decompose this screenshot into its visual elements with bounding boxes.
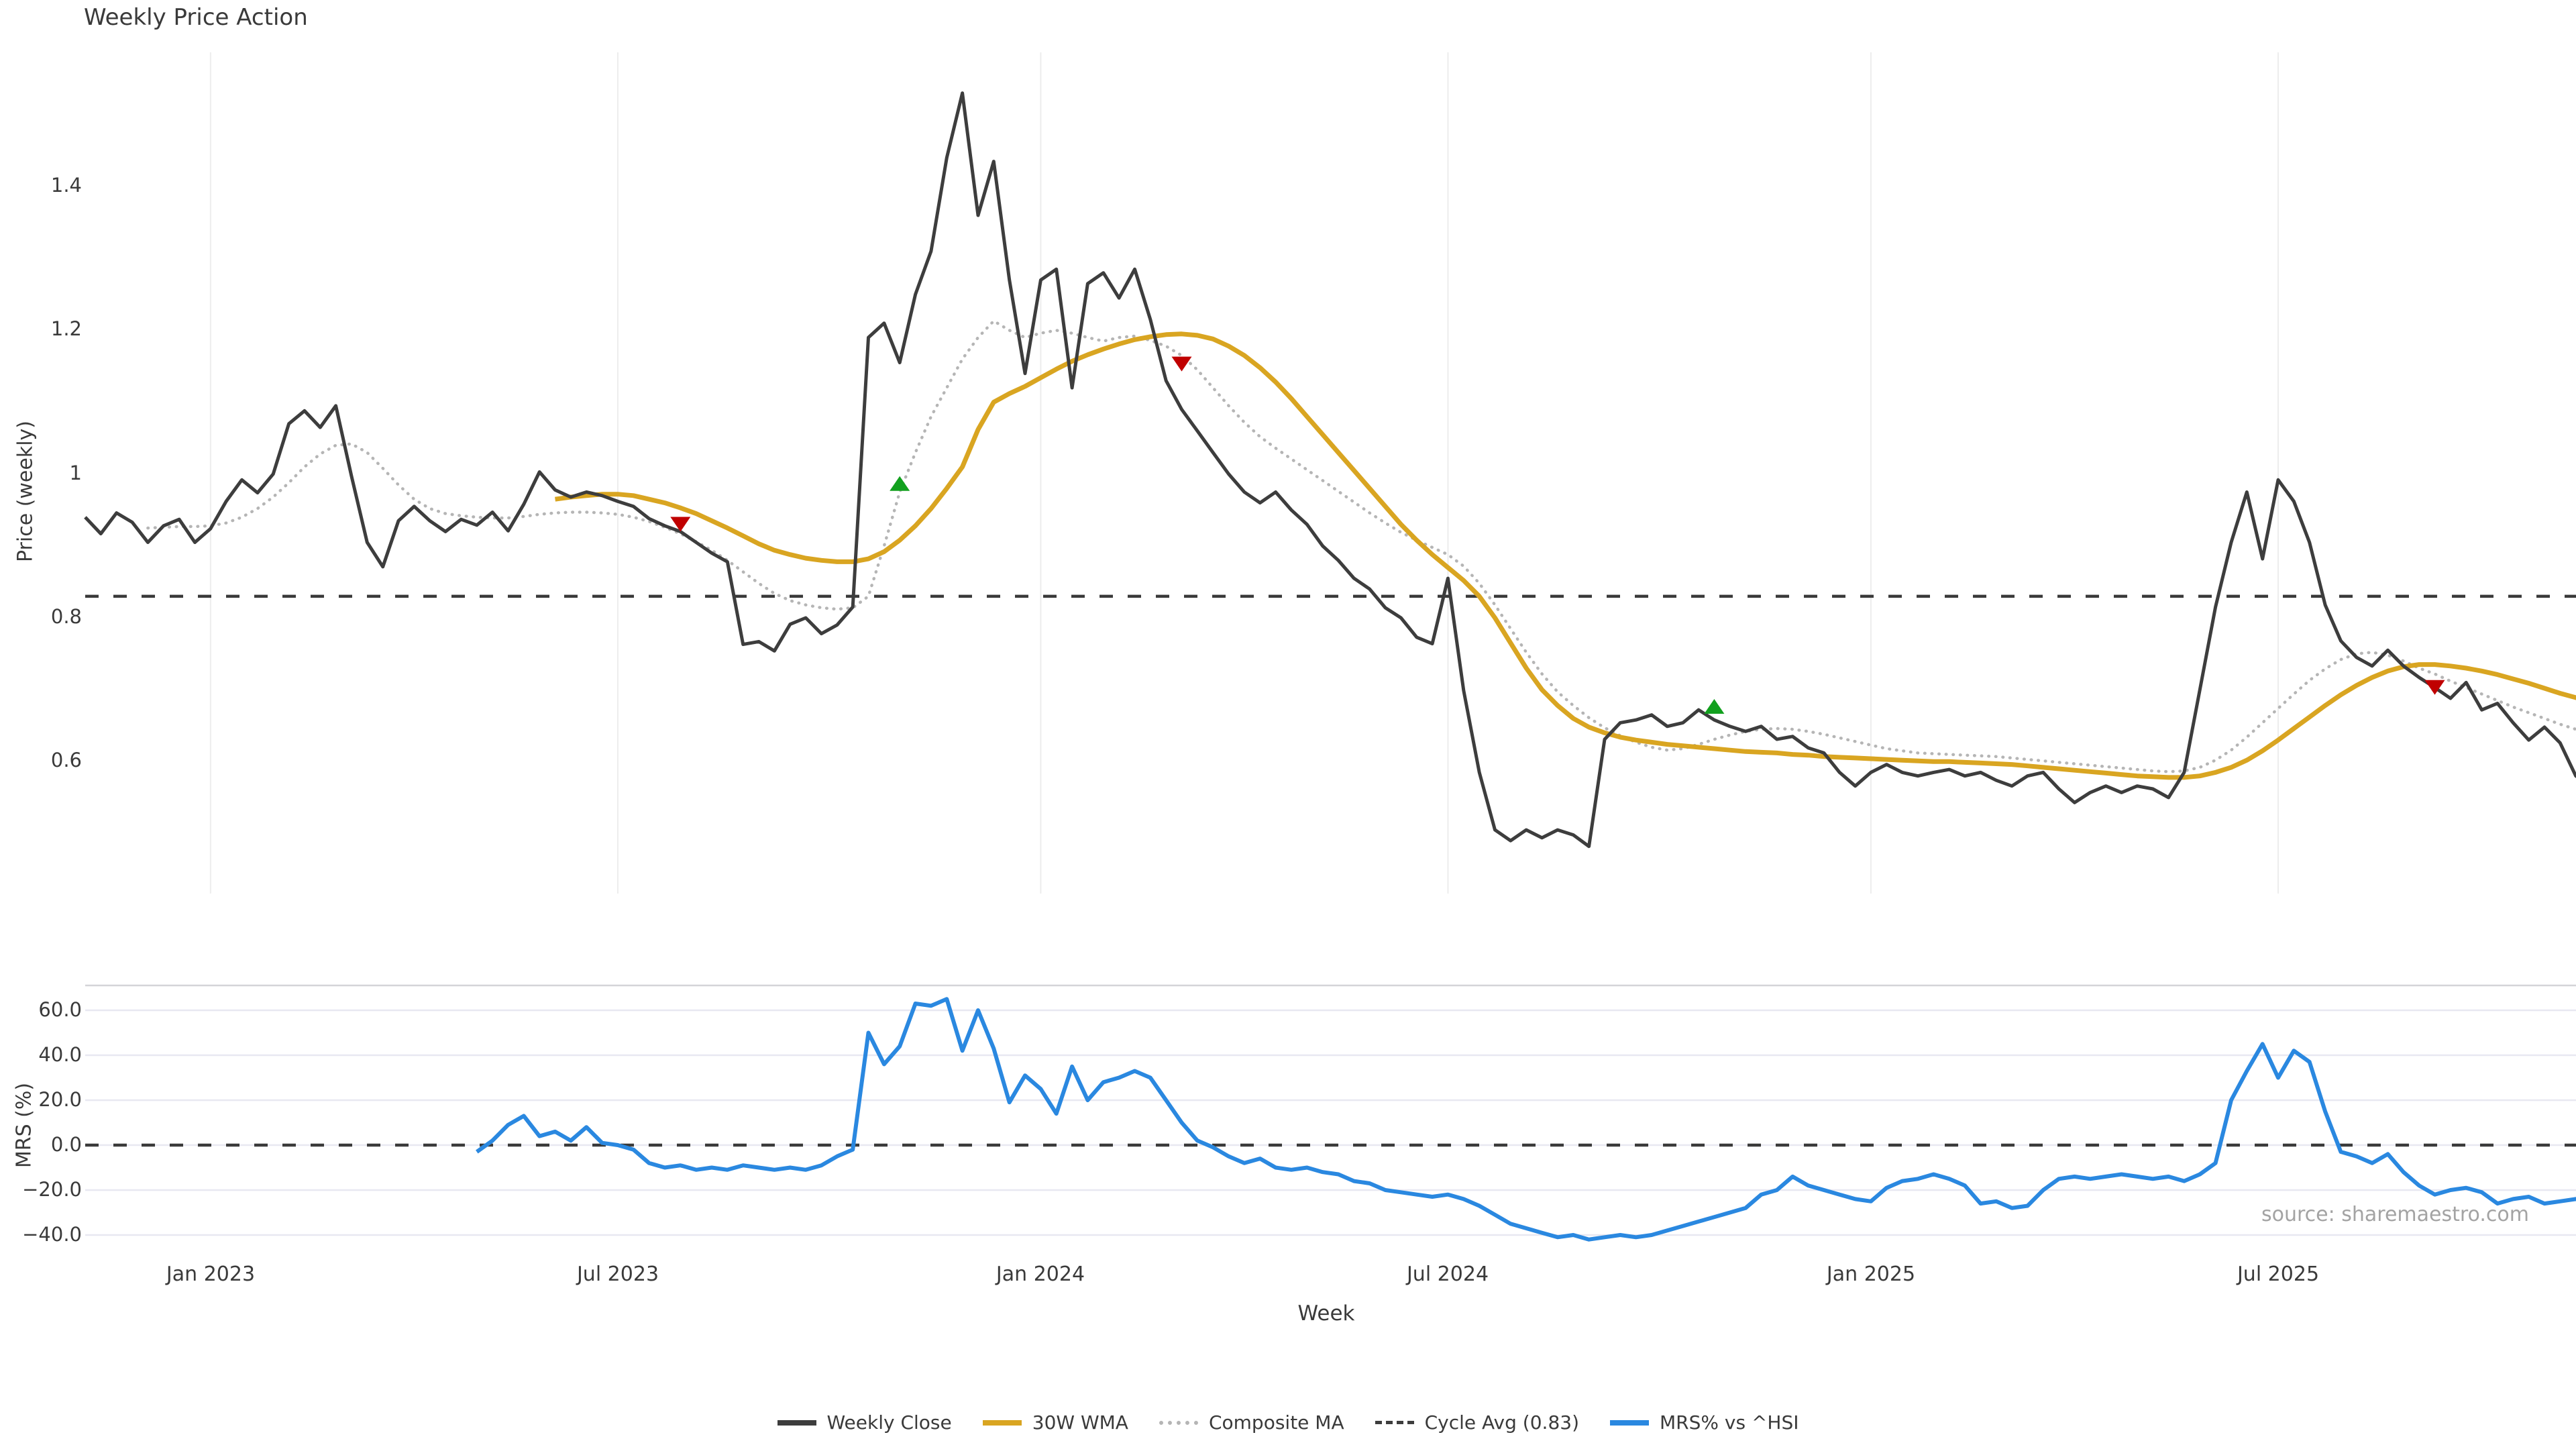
price-ytick-1p2: 1.2: [50, 317, 82, 340]
weekly-close-line-swatch: [777, 1419, 816, 1426]
mrs-ytick-40: 40.0: [38, 1043, 82, 1066]
source-watermark: source: sharemaestro.com: [2261, 1203, 2529, 1226]
legend-label: Cycle Avg (0.83): [1424, 1411, 1579, 1434]
mrs-axis-label: MRS (%): [12, 1082, 36, 1169]
composite-ma-line: [146, 319, 2576, 773]
xtick-jul-2023: Jul 2023: [576, 1263, 659, 1286]
chart-legend: Weekly Close 30W WMA Composite MA Cycle …: [0, 1411, 2576, 1434]
sell-signal-marker: [1171, 356, 1192, 372]
mrs-ytick-m40: −40.0: [22, 1223, 82, 1246]
legend-label: Weekly Close: [826, 1411, 952, 1434]
legend-item-mrs: MRS% vs ^HSI: [1610, 1411, 1799, 1434]
cycle-avg-line-swatch: [1375, 1421, 1414, 1424]
legend-label: Composite MA: [1208, 1411, 1344, 1434]
mrs-line: [476, 997, 2576, 1242]
sell-signal-marker: [2424, 680, 2445, 695]
mrs-ytick-60: 60.0: [38, 998, 82, 1021]
wma-line-swatch: [982, 1419, 1022, 1426]
legend-label: MRS% vs ^HSI: [1660, 1411, 1799, 1434]
legend-label: 30W WMA: [1032, 1411, 1128, 1434]
buy-signal-marker: [890, 476, 910, 491]
price-ytick-1p4: 1.4: [50, 174, 82, 197]
price-ytick-0p6: 0.6: [50, 749, 82, 771]
mrs-ytick-m20: −20.0: [22, 1178, 82, 1201]
wma-line: [555, 331, 2576, 780]
xtick-jan-2025: Jan 2025: [1826, 1263, 1916, 1286]
buy-signal-marker: [1704, 698, 1725, 714]
composite-ma-line-swatch: [1159, 1420, 1198, 1425]
xtick-jul-2024: Jul 2024: [1406, 1263, 1489, 1286]
xtick-jan-2024: Jan 2024: [996, 1263, 1085, 1286]
xtick-jan-2023: Jan 2023: [166, 1263, 256, 1286]
mrs-line-swatch: [1610, 1419, 1649, 1426]
week-axis-label: Week: [1297, 1301, 1355, 1326]
legend-item-weekly-close: Weekly Close: [777, 1411, 952, 1434]
legend-item-composite-ma: Composite MA: [1159, 1411, 1344, 1434]
legend-item-cycle-avg: Cycle Avg (0.83): [1375, 1411, 1579, 1434]
chart-title: Weekly Price Action: [84, 4, 308, 31]
mrs-ytick-20: 20.0: [38, 1088, 82, 1111]
sell-signal-marker: [670, 517, 691, 532]
mrs-ytick-0: 0.0: [50, 1133, 82, 1156]
price-ytick-0p8: 0.8: [50, 605, 82, 628]
xtick-jul-2025: Jul 2025: [2237, 1263, 2320, 1286]
weekly-close-line: [84, 91, 2576, 849]
price-axis-label: Price (weekly): [13, 420, 38, 563]
legend-item-30w-wma: 30W WMA: [982, 1411, 1128, 1434]
price-ytick-1: 1: [69, 462, 82, 484]
